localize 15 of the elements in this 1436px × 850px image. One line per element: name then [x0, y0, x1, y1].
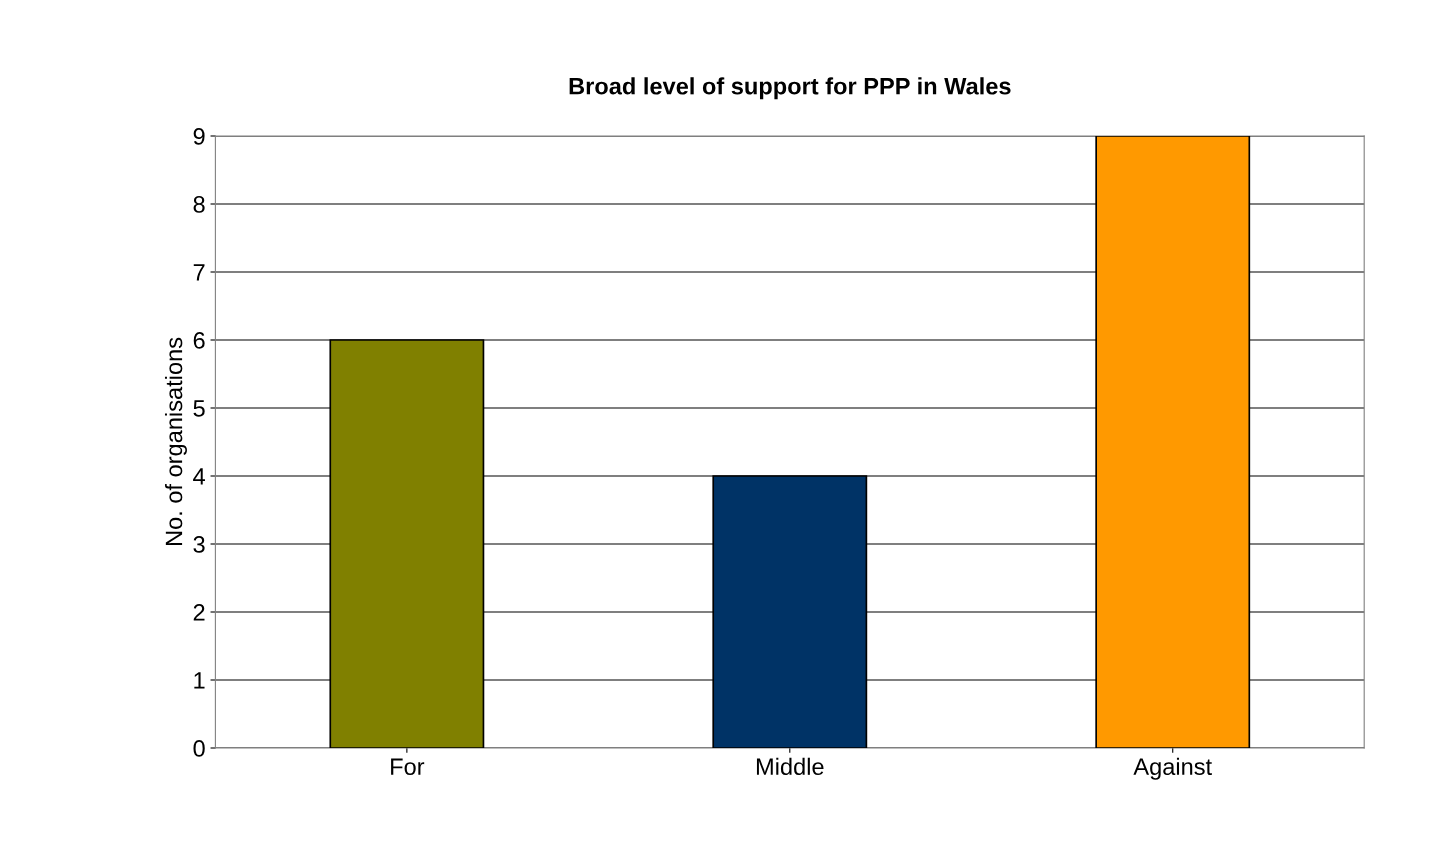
x-tick-label: Middle: [756, 757, 824, 776]
y-tick-label: 1: [194, 672, 205, 689]
y-tick-label: 4: [193, 468, 205, 485]
y-tick-label: 0: [193, 740, 205, 757]
y-tick-label: 3: [193, 536, 205, 553]
y-tick-label: 2: [193, 604, 205, 621]
x-tick-label: For: [391, 758, 425, 776]
chart-title: Broad level of support for PPP in Wales: [569, 77, 1011, 100]
y-axis-title: No. of organisations: [164, 337, 187, 546]
y-tick-label: 5: [193, 400, 205, 417]
y-tick-label: 8: [193, 196, 205, 213]
x-tick-label: Against: [1133, 757, 1212, 780]
y-tick-label: 7: [193, 264, 205, 281]
y-tick-label: 9: [193, 128, 205, 145]
y-tick-label: 6: [193, 332, 205, 349]
